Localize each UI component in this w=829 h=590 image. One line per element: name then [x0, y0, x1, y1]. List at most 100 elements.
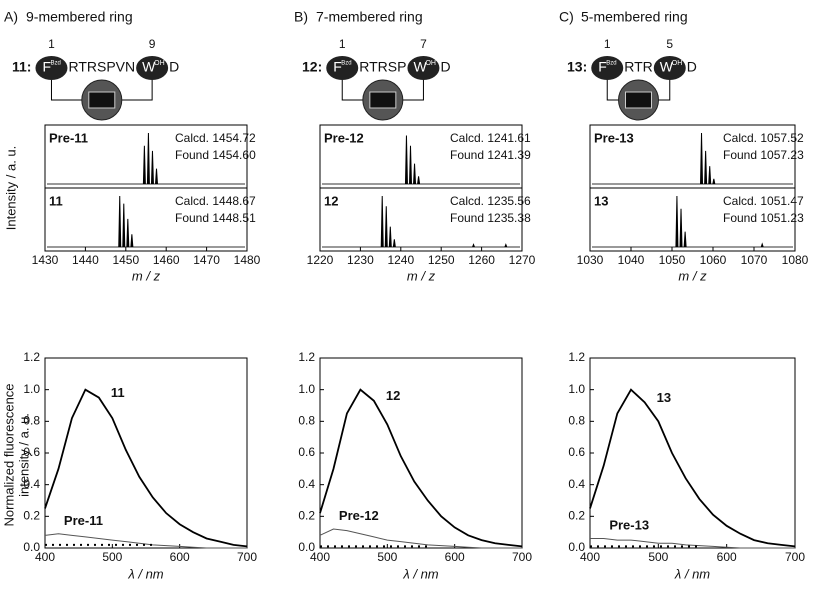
peak [413, 163, 417, 185]
spectrum-line [589, 388, 796, 548]
trace-label: 12 [324, 193, 338, 208]
y-tick-label: 0.0 [568, 540, 585, 554]
sequence: RTR [624, 59, 653, 75]
peak [472, 243, 475, 248]
x-tick-label: 700 [785, 550, 805, 564]
y-tick-label: 0.4 [568, 477, 585, 491]
x-tick-label: 1230 [347, 253, 374, 267]
peak [155, 168, 159, 185]
linker-core [88, 91, 116, 109]
y-tick-label: 0.2 [298, 509, 315, 523]
x-tick-label: 400 [580, 550, 600, 564]
spectrum-line [44, 388, 248, 548]
peak [708, 166, 712, 185]
series-label: Pre-12 [339, 508, 379, 523]
x-tick-label: 1250 [428, 253, 455, 267]
sequence-end: D [687, 59, 697, 75]
compound-label: 13: [567, 59, 587, 75]
y-tick-label: 1.2 [23, 350, 40, 364]
x-tick-label: 1470 [193, 253, 220, 267]
y-tick-label: 1.2 [298, 350, 315, 364]
y-tick-label: 0.0 [298, 540, 315, 554]
peak [683, 231, 687, 248]
sequence: RTRSPVN [68, 59, 135, 75]
y-tick-label: 0.6 [298, 445, 315, 459]
plot-frame [589, 187, 796, 252]
x-tick-label: 1220 [307, 253, 334, 267]
residue: F [598, 59, 607, 75]
x-tick-label: 1270 [509, 253, 536, 267]
peak [126, 218, 130, 248]
found: Found 1448.51 [175, 211, 256, 225]
x-axis-label: m / z [678, 268, 707, 283]
trace-label: Pre-13 [594, 130, 634, 145]
position: 9 [149, 37, 156, 51]
residue: W [142, 59, 156, 75]
y-tick-label: 0.8 [568, 414, 585, 428]
peak [118, 195, 122, 248]
y-tick-label: 0.0 [23, 540, 40, 554]
linker-core [625, 91, 652, 109]
peak [712, 178, 716, 185]
peak [392, 239, 396, 248]
peak [679, 208, 683, 248]
x-axis-label: m / z [407, 268, 436, 283]
plot-frame [44, 187, 248, 252]
position: 1 [339, 37, 346, 51]
plot-frame [319, 187, 523, 252]
trace-label: Pre-11 [49, 130, 88, 145]
peak [146, 132, 150, 185]
residue-oval [35, 56, 68, 80]
spectrum-line [319, 528, 522, 549]
calcd: Calcd. 1057.52 [723, 131, 804, 145]
y-tick-label: 0.6 [23, 445, 40, 459]
spectrum-line [590, 538, 795, 549]
residue-oval [591, 56, 624, 80]
sequence: RTRSP [359, 59, 406, 75]
trace-label: 13 [594, 193, 608, 208]
y-tick-label: 1.0 [568, 382, 585, 396]
linker-core [369, 91, 397, 109]
y-tick-label: 0.4 [298, 477, 315, 491]
x-tick-label: 1080 [782, 253, 809, 267]
x-axis-label: λ / nm [674, 566, 710, 581]
x-tick-label: 1450 [112, 253, 139, 267]
calcd: Calcd. 1235.56 [450, 194, 531, 208]
x-tick-label: 500 [102, 550, 122, 564]
peak [700, 132, 704, 185]
y-tick-label: 0.6 [568, 445, 585, 459]
y-axis-label: intensity / a. u. [16, 413, 31, 497]
panel-title: 7-membered ring [316, 9, 423, 25]
peak [150, 150, 154, 185]
y-tick-label: 0.2 [568, 509, 585, 523]
found: Found 1454.60 [175, 148, 256, 162]
residue-oval [653, 56, 686, 80]
x-tick-label: 1070 [741, 253, 768, 267]
peak [675, 195, 679, 248]
spectrum-line [44, 533, 247, 549]
panel-letter: A) [4, 9, 18, 25]
x-tick-label: 600 [170, 550, 190, 564]
residue: W [660, 59, 674, 75]
x-tick-label: 1430 [32, 253, 59, 267]
x-tick-label: 700 [512, 550, 532, 564]
series-label: 12 [386, 388, 400, 403]
x-tick-label: 1440 [72, 253, 99, 267]
calcd: Calcd. 1454.72 [175, 131, 256, 145]
x-tick-label: 1460 [153, 253, 180, 267]
panel-letter: C) [559, 9, 574, 25]
peak [417, 176, 421, 185]
residue: W [413, 59, 427, 75]
x-tick-label: 500 [648, 550, 668, 564]
panel-title: 9-membered ring [26, 9, 133, 25]
position: 7 [420, 37, 427, 51]
y-axis-label: Intensity / a. u. [3, 146, 18, 231]
residue-sup: Bzd [606, 61, 616, 67]
x-tick-label: 600 [445, 550, 465, 564]
y-tick-label: 0.4 [23, 477, 40, 491]
y-axis-label: Normalized fluorescence [1, 383, 16, 526]
x-tick-label: 1240 [387, 253, 414, 267]
compound-label: 12: [302, 59, 322, 75]
panel-letter: B) [294, 9, 308, 25]
